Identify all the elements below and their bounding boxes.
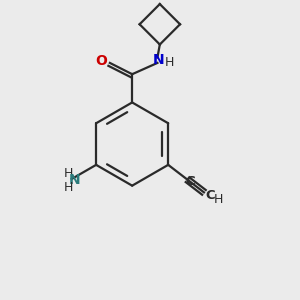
Text: H: H: [165, 56, 174, 68]
Text: H: H: [64, 181, 74, 194]
Text: C: C: [206, 189, 215, 203]
Text: N: N: [69, 173, 80, 188]
Text: H: H: [64, 167, 74, 180]
Text: C: C: [185, 175, 195, 188]
Text: N: N: [153, 53, 165, 67]
Text: O: O: [96, 53, 107, 68]
Text: H: H: [214, 193, 223, 206]
